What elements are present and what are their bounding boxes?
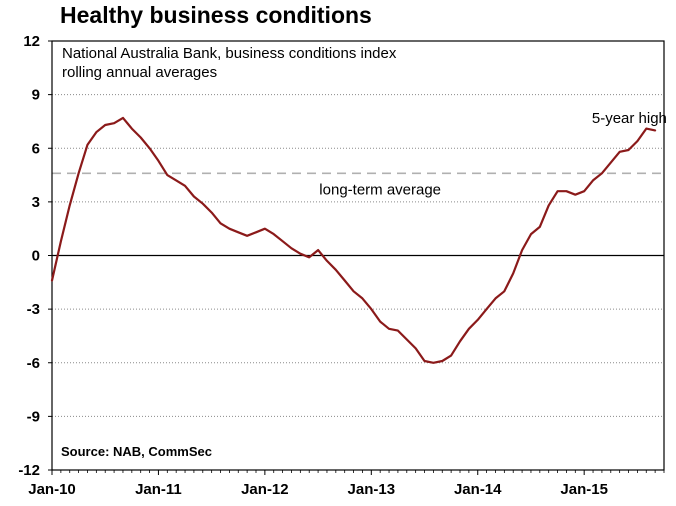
x-tick-label: Jan-15 (560, 481, 608, 498)
chart-subtitle-line: rolling annual averages (62, 64, 217, 81)
source-note: Source: NAB, CommSec (61, 444, 212, 459)
x-tick-label: Jan-13 (348, 481, 396, 498)
y-tick-label: 3 (32, 194, 40, 211)
x-tick-label: Jan-14 (454, 481, 502, 498)
chart-subtitle-line: National Australia Bank, business condit… (62, 45, 397, 62)
y-tick-label: 12 (23, 33, 40, 50)
reference-line-label: long-term average (319, 181, 441, 198)
y-tick-label: 6 (32, 140, 40, 157)
y-tick-label: -12 (18, 462, 40, 479)
annotation-text: 5-year high (592, 110, 667, 127)
series-line (50, 116, 657, 364)
y-tick-label: -3 (27, 301, 40, 318)
y-tick-label: -6 (27, 355, 40, 372)
y-tick-label: 0 (32, 248, 40, 265)
x-tick-label: Jan-10 (28, 481, 76, 498)
y-tick-label: -9 (27, 408, 40, 425)
x-tick-label: Jan-12 (241, 481, 289, 498)
chart-title: Healthy business conditions (60, 2, 372, 28)
y-tick-label: 9 (32, 87, 40, 104)
x-tick-label: Jan-11 (135, 481, 182, 498)
